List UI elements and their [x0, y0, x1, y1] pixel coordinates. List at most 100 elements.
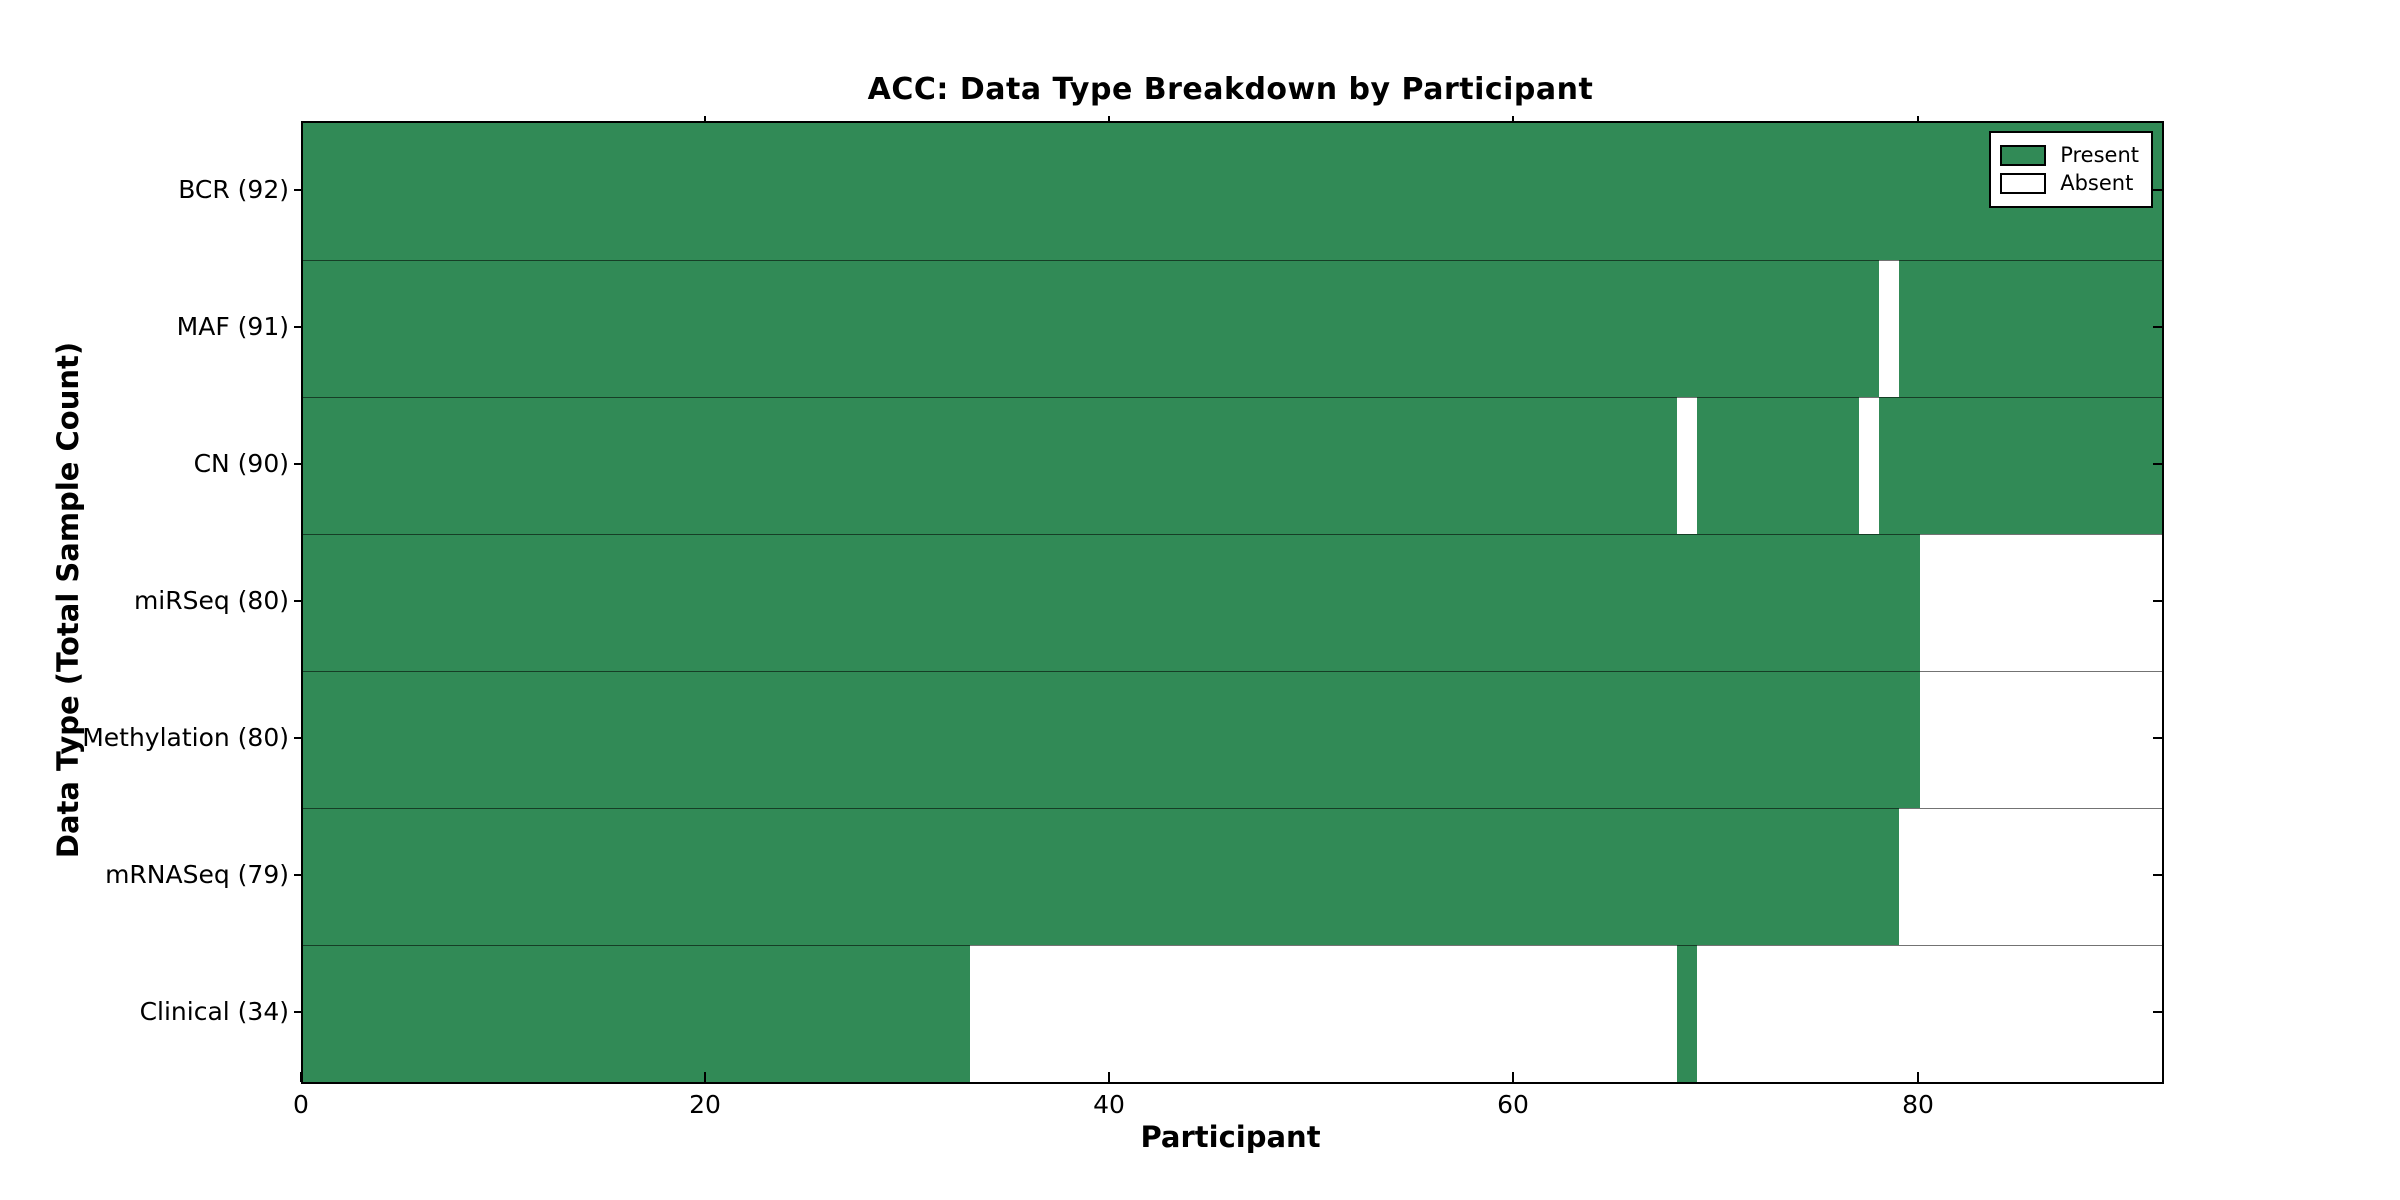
cell-mRNASeq-7-present — [444, 808, 466, 945]
cell-Clinical-16-present — [626, 945, 648, 1082]
cell-MAF-48-present — [1273, 260, 1294, 397]
cell-miRSeq-48-present — [1273, 534, 1294, 671]
cell-Clinical-39-absent — [1091, 945, 1112, 1082]
cell-Methylation-88-absent — [2081, 671, 2102, 808]
cell-mRNASeq-77-present — [1859, 808, 1880, 945]
cell-miRSeq-84-absent — [2000, 534, 2022, 671]
cell-mRNASeq-30-present — [909, 808, 930, 945]
cell-CN-63-present — [1576, 397, 1597, 534]
cell-miRSeq-12-present — [545, 534, 567, 671]
cell-Methylation-0-present — [303, 671, 324, 808]
cell-mRNASeq-39-present — [1091, 808, 1112, 945]
cell-MAF-62-present — [1556, 260, 1577, 397]
cell-CN-9-present — [485, 397, 506, 534]
cell-Clinical-75-absent — [1818, 945, 1840, 1082]
cell-miRSeq-82-absent — [1960, 534, 1981, 671]
cell-miRSeq-53-present — [1374, 534, 1395, 671]
cell-CN-10-present — [505, 397, 526, 534]
cell-Clinical-80-absent — [1920, 945, 1941, 1082]
cell-Clinical-7-present — [444, 945, 466, 1082]
cell-mRNASeq-74-present — [1798, 808, 1819, 945]
cell-Methylation-60-present — [1515, 671, 1537, 808]
cell-CN-72-present — [1758, 397, 1779, 534]
cell-CN-20-present — [707, 397, 728, 534]
cell-mRNASeq-34-present — [990, 808, 1011, 945]
y-tick-right — [2153, 189, 2162, 191]
cell-miRSeq-76-present — [1839, 534, 1860, 671]
cell-Clinical-87-absent — [2061, 945, 2082, 1082]
cell-miRSeq-78-present — [1879, 534, 1900, 671]
cell-BCR-34-present — [990, 123, 1011, 260]
cell-Clinical-33-absent — [970, 945, 991, 1082]
cell-Clinical-51-absent — [1334, 945, 1355, 1082]
cell-Clinical-17-present — [647, 945, 668, 1082]
cell-BCR-57-present — [1455, 123, 1476, 260]
row-mRNASeq — [303, 808, 2162, 946]
cell-miRSeq-42-present — [1152, 534, 1173, 671]
cell-CN-53-present — [1374, 397, 1395, 534]
cell-Methylation-61-present — [1536, 671, 1557, 808]
cell-BCR-32-present — [950, 123, 971, 260]
cell-Clinical-67-absent — [1657, 945, 1678, 1082]
cell-miRSeq-51-present — [1334, 534, 1355, 671]
cell-BCR-14-present — [586, 123, 607, 260]
cell-miRSeq-87-absent — [2061, 534, 2082, 671]
cell-mRNASeq-15-present — [606, 808, 627, 945]
cell-CN-25-present — [808, 397, 829, 534]
cell-MAF-41-present — [1131, 260, 1153, 397]
cell-MAF-75-present — [1818, 260, 1840, 397]
cell-BCR-19-present — [687, 123, 708, 260]
cell-BCR-16-present — [626, 123, 648, 260]
cell-miRSeq-80-absent — [1920, 534, 1941, 671]
cell-miRSeq-67-present — [1657, 534, 1678, 671]
cell-Methylation-22-present — [748, 671, 769, 808]
cell-CN-65-present — [1616, 397, 1638, 534]
cell-CN-90-present — [2122, 397, 2143, 534]
cell-mRNASeq-50-present — [1313, 808, 1335, 945]
cell-Clinical-58-absent — [1475, 945, 1496, 1082]
cell-MAF-31-present — [929, 260, 951, 397]
cell-Methylation-89-absent — [2101, 671, 2123, 808]
cell-MAF-78-absent — [1879, 260, 1900, 397]
cell-MAF-63-present — [1576, 260, 1597, 397]
cell-mRNASeq-42-present — [1152, 808, 1173, 945]
cell-BCR-5-present — [404, 123, 425, 260]
y-tick-right — [2153, 463, 2162, 465]
cell-Methylation-43-present — [1172, 671, 1193, 808]
cell-miRSeq-7-present — [444, 534, 466, 671]
cell-CN-67-present — [1657, 397, 1678, 534]
cell-Methylation-66-present — [1637, 671, 1658, 808]
cell-MAF-67-present — [1657, 260, 1678, 397]
cell-Methylation-62-present — [1556, 671, 1577, 808]
cell-MAF-26-present — [828, 260, 850, 397]
cell-Methylation-73-present — [1778, 671, 1799, 808]
x-tick-top — [704, 116, 706, 121]
cell-MAF-57-present — [1455, 260, 1476, 397]
cell-Clinical-31-present — [929, 945, 951, 1082]
cell-mRNASeq-51-present — [1334, 808, 1355, 945]
cell-MAF-90-present — [2122, 260, 2143, 397]
cell-mRNASeq-81-absent — [1940, 808, 1961, 945]
cell-Methylation-65-present — [1616, 671, 1638, 808]
cell-MAF-58-present — [1475, 260, 1496, 397]
cell-BCR-44-present — [1192, 123, 1213, 260]
cell-CN-32-present — [950, 397, 971, 534]
cell-mRNASeq-21-present — [727, 808, 749, 945]
cell-Clinical-48-absent — [1273, 945, 1294, 1082]
cell-BCR-46-present — [1233, 123, 1254, 260]
x-tick-bottom — [1512, 1072, 1514, 1082]
cell-CN-66-present — [1637, 397, 1658, 534]
cell-Clinical-68-present — [1677, 945, 1698, 1082]
cell-Methylation-57-present — [1455, 671, 1476, 808]
cell-MAF-23-present — [768, 260, 789, 397]
cell-miRSeq-81-absent — [1940, 534, 1961, 671]
cell-Clinical-40-absent — [1111, 945, 1132, 1082]
cell-Methylation-45-present — [1212, 671, 1234, 808]
x-tick-label-60: 60 — [1497, 1090, 1529, 1119]
cell-MAF-61-present — [1536, 260, 1557, 397]
cell-mRNASeq-76-present — [1839, 808, 1860, 945]
plot-area: Present Absent — [301, 121, 2164, 1084]
cell-miRSeq-68-present — [1677, 534, 1698, 671]
cell-Clinical-89-absent — [2101, 945, 2123, 1082]
y-tick-right — [2153, 326, 2162, 328]
